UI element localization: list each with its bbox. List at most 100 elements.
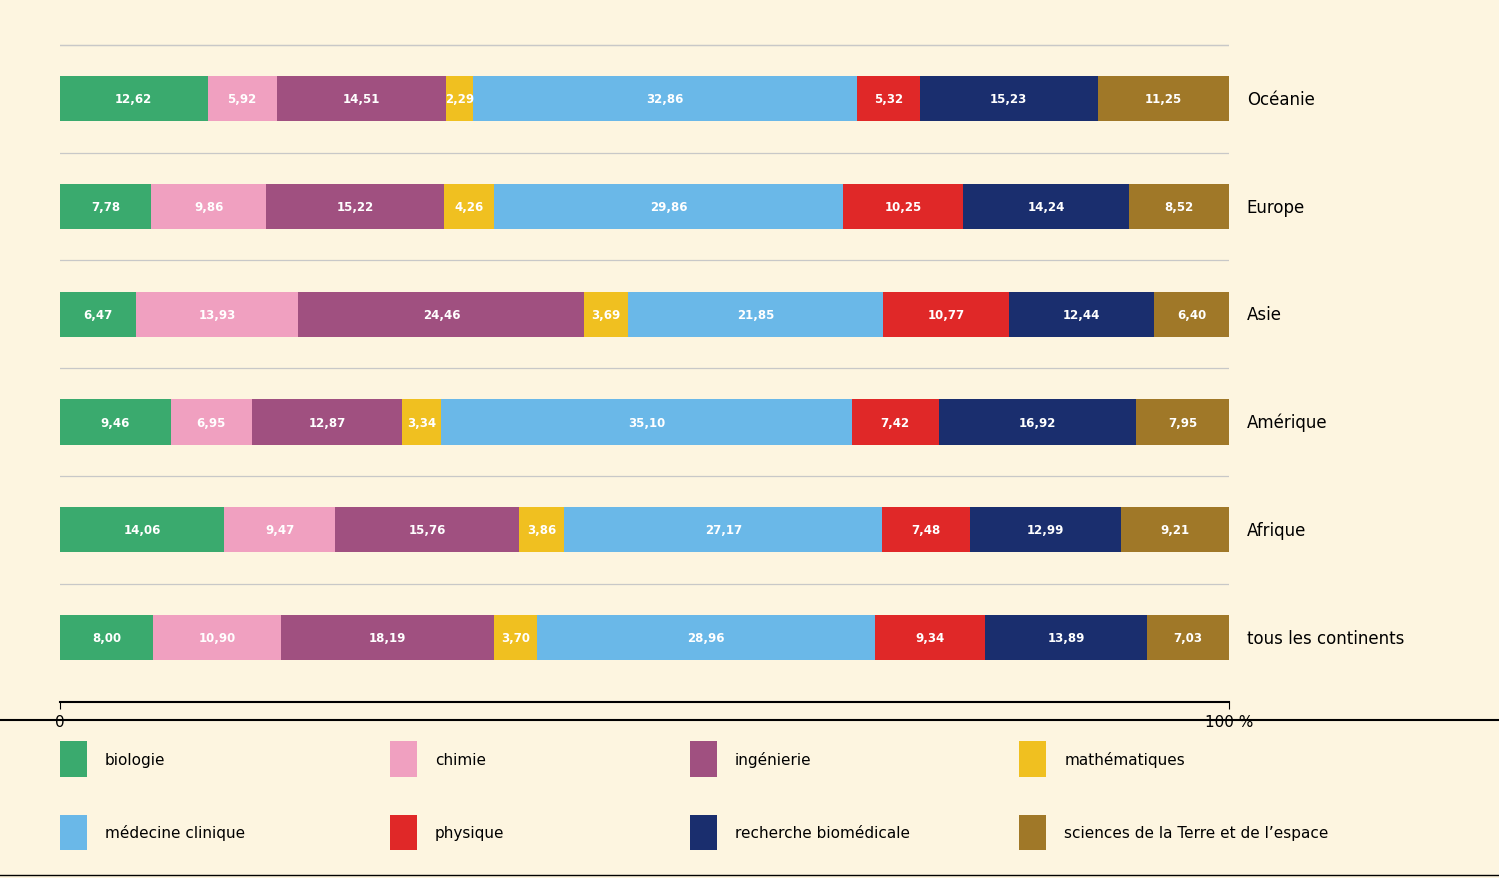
Bar	[565, 507, 881, 553]
Text: 16,92: 16,92	[1019, 416, 1057, 429]
Bar	[252, 400, 402, 445]
Bar	[441, 400, 851, 445]
Bar	[938, 400, 1136, 445]
Text: 9,34: 9,34	[916, 631, 944, 644]
Bar	[1154, 292, 1229, 337]
Text: chimie: chimie	[435, 752, 486, 766]
Bar	[298, 292, 585, 337]
Text: ingénierie: ingénierie	[735, 752, 811, 767]
Bar	[390, 815, 417, 851]
Bar	[444, 184, 495, 230]
Text: 15,23: 15,23	[989, 93, 1027, 106]
Text: physique: physique	[435, 825, 504, 840]
Bar	[875, 615, 985, 660]
Text: 35,10: 35,10	[628, 416, 666, 429]
Text: 7,03: 7,03	[1174, 631, 1202, 644]
Bar	[628, 292, 883, 337]
Text: 12,99: 12,99	[1027, 523, 1064, 536]
Bar	[153, 615, 280, 660]
Bar	[962, 184, 1129, 230]
Text: 4,26: 4,26	[454, 201, 484, 214]
Text: 11,25: 11,25	[1145, 93, 1183, 106]
Text: Afrique: Afrique	[1247, 522, 1306, 539]
Bar	[537, 615, 875, 660]
Text: 32,86: 32,86	[646, 93, 684, 106]
Text: Océanie: Océanie	[1247, 90, 1315, 109]
Bar	[1121, 507, 1229, 553]
Bar	[1019, 742, 1046, 777]
Text: 15,22: 15,22	[337, 201, 373, 214]
Bar	[135, 292, 298, 337]
Text: 9,21: 9,21	[1160, 523, 1190, 536]
Text: 12,87: 12,87	[309, 416, 346, 429]
Text: 6,40: 6,40	[1177, 308, 1207, 321]
Bar	[1097, 77, 1229, 122]
Bar	[390, 742, 417, 777]
Text: 7,78: 7,78	[91, 201, 120, 214]
Bar	[842, 184, 962, 230]
Bar	[171, 400, 252, 445]
Bar	[60, 292, 135, 337]
Text: médecine clinique: médecine clinique	[105, 824, 244, 840]
Text: 12,62: 12,62	[115, 93, 153, 106]
Bar	[280, 615, 493, 660]
Text: 3,86: 3,86	[528, 523, 556, 536]
Bar	[519, 507, 565, 553]
Bar	[60, 742, 87, 777]
Text: 6,47: 6,47	[82, 308, 112, 321]
Text: 3,34: 3,34	[408, 416, 436, 429]
Text: 6,95: 6,95	[196, 416, 226, 429]
Text: 10,90: 10,90	[198, 631, 235, 644]
Text: 24,46: 24,46	[423, 308, 460, 321]
Bar	[474, 77, 857, 122]
Text: 9,46: 9,46	[100, 416, 130, 429]
Text: 14,24: 14,24	[1027, 201, 1064, 214]
Text: 7,48: 7,48	[911, 523, 940, 536]
Bar	[60, 184, 151, 230]
Text: 14,51: 14,51	[343, 93, 381, 106]
Text: 15,76: 15,76	[409, 523, 445, 536]
Text: recherche biomédicale: recherche biomédicale	[735, 825, 910, 840]
Text: 7,42: 7,42	[880, 416, 910, 429]
Text: Asie: Asie	[1247, 306, 1282, 324]
Bar	[267, 184, 444, 230]
Text: 28,96: 28,96	[688, 631, 726, 644]
Bar	[1019, 815, 1046, 851]
Bar	[60, 815, 87, 851]
Bar	[1147, 615, 1229, 660]
Bar	[690, 742, 717, 777]
Text: 8,52: 8,52	[1165, 201, 1193, 214]
Bar	[493, 615, 537, 660]
Text: 5,92: 5,92	[228, 93, 256, 106]
Bar	[1129, 184, 1229, 230]
Bar	[151, 184, 267, 230]
Text: 12,44: 12,44	[1063, 308, 1100, 321]
Bar	[60, 507, 225, 553]
Bar	[60, 77, 207, 122]
Bar	[851, 400, 938, 445]
Text: Amérique: Amérique	[1247, 414, 1327, 432]
Bar	[970, 507, 1121, 553]
Bar	[919, 77, 1097, 122]
Bar	[881, 507, 970, 553]
Text: 9,47: 9,47	[265, 523, 294, 536]
Bar	[690, 815, 717, 851]
Bar	[495, 184, 842, 230]
Bar	[1009, 292, 1154, 337]
Bar	[207, 77, 277, 122]
Text: mathématiques: mathématiques	[1064, 752, 1186, 767]
Bar	[402, 400, 441, 445]
Text: 21,85: 21,85	[736, 308, 773, 321]
Bar	[336, 507, 519, 553]
Text: 2,29: 2,29	[445, 93, 474, 106]
Text: Europe: Europe	[1247, 198, 1306, 216]
Text: 3,70: 3,70	[501, 631, 529, 644]
Bar	[277, 77, 447, 122]
Text: 14,06: 14,06	[123, 523, 160, 536]
Bar	[585, 292, 628, 337]
Text: biologie: biologie	[105, 752, 165, 766]
Bar	[225, 507, 336, 553]
Text: sciences de la Terre et de l’espace: sciences de la Terre et de l’espace	[1064, 825, 1328, 840]
Text: 13,89: 13,89	[1048, 631, 1085, 644]
Bar	[857, 77, 919, 122]
